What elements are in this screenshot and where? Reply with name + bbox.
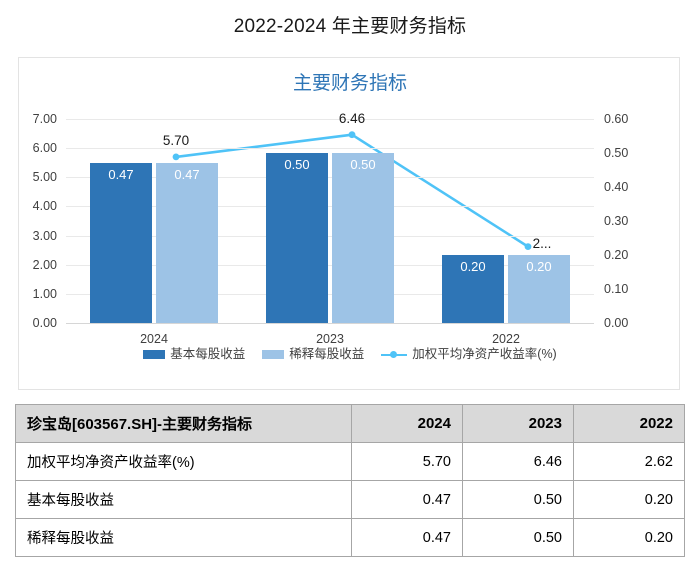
table-cell-value: 0.20 xyxy=(573,480,685,519)
bar-value-label: 0.20 xyxy=(526,259,552,274)
table-cell-metric: 稀释每股收益 xyxy=(15,518,352,557)
financial-metrics-table: 珍宝岛[603567.SH]-主要财务指标 2024 2023 2022 加权平均净资… xyxy=(15,404,685,557)
chart-panel: 主要财务指标 0.00 1.00 2.00 3.00 4.00 5.00 6.00 7.00 0… xyxy=(18,57,680,390)
bar-value-label: 0.47 xyxy=(174,167,200,183)
table-cell-value: 0.20 xyxy=(573,518,685,557)
table-cell-value: 5.70 xyxy=(351,442,463,481)
chart-plot-area: 0.00 1.00 2.00 3.00 4.00 5.00 6.00 7.00 0.00 0.10… xyxy=(33,111,629,346)
gridline xyxy=(66,206,594,208)
x-axis-tick: 2022 xyxy=(492,332,520,346)
table-row: 稀释每股收益 0.47 0.50 0.20 xyxy=(15,518,685,557)
y-axis-right-tick: 0.20 xyxy=(604,248,629,262)
y-axis-right-tick: 0.30 xyxy=(604,214,629,228)
table-cell-value: 0.47 xyxy=(351,480,463,519)
y-axis-left-tick: 7.00 xyxy=(32,112,57,126)
line-marker xyxy=(172,153,180,161)
table-cell-value: 0.50 xyxy=(462,518,574,557)
table-header-metric: 珍宝岛[603567.SH]-主要财务指标 xyxy=(15,404,352,443)
legend-swatch-line-icon xyxy=(381,350,408,359)
y-axis-left-tick: 4.00 xyxy=(32,199,57,214)
bar-diluted-eps: 0.50 xyxy=(332,153,394,323)
line-value-label: 6.46 xyxy=(338,110,366,126)
gridline xyxy=(66,293,594,295)
bar-value-label: 0.47 xyxy=(108,167,134,183)
legend-label: 加权平均净资产收益率(%) xyxy=(412,347,557,361)
y-axis-right-tick: 0.50 xyxy=(604,146,629,160)
table-cell-metric: 加权平均净资产收益率(%) xyxy=(15,442,352,481)
chart-title: 主要财务指标 xyxy=(292,73,407,94)
bar-basic-eps: 0.50 xyxy=(266,153,328,323)
table-cell-value: 0.50 xyxy=(462,480,574,519)
table-cell-value: 2.62 xyxy=(573,442,685,481)
bar-basic-eps: 0.47 xyxy=(90,163,152,323)
legend-item[interactable]: 加权平均净资产收益率(%) xyxy=(381,346,557,362)
table-cell-value: 0.47 xyxy=(351,518,463,557)
y-axis-left-tick: 3.00 xyxy=(32,228,57,243)
x-axis-tick: 2024 xyxy=(140,332,168,346)
bar-value-label: 0.20 xyxy=(460,259,486,274)
table-row: 基本每股收益 0.47 0.50 0.20 xyxy=(15,480,685,519)
y-axis-right-tick: 0.10 xyxy=(604,282,629,296)
gridline xyxy=(66,177,594,179)
bar-basic-eps: 0.20 xyxy=(442,255,504,323)
y-axis-left-tick: 0.00 xyxy=(32,316,57,330)
line-marker xyxy=(524,243,532,250)
table-header-year: 2024 xyxy=(351,404,463,443)
line-marker xyxy=(348,131,356,139)
table-cell-metric: 基本每股收益 xyxy=(15,480,352,519)
y-axis-left-tick: 1.00 xyxy=(32,286,57,301)
bar-diluted-eps: 0.20 xyxy=(508,255,570,323)
line-value-label: 2... xyxy=(532,235,552,251)
legend-label: 基本每股收益 xyxy=(170,347,246,361)
x-axis-tick: 2023 xyxy=(316,332,344,346)
gridline xyxy=(66,323,594,324)
table-header-year: 2023 xyxy=(462,404,574,443)
table-cell-value: 6.46 xyxy=(462,442,574,481)
table-header: 珍宝岛[603567.SH]-主要财务指标 2024 2023 2022 xyxy=(15,404,685,443)
table-header-row: 珍宝岛[603567.SH]-主要财务指标 2024 2023 2022 xyxy=(15,404,685,443)
legend-item[interactable]: 稀释每股收益 xyxy=(262,346,364,362)
legend-item[interactable]: 基本每股收益 xyxy=(143,346,245,362)
bar-value-label: 0.50 xyxy=(350,157,376,172)
y-axis-right-tick: 0.00 xyxy=(604,316,629,330)
gridline xyxy=(66,119,594,120)
legend-label: 稀释每股收益 xyxy=(289,347,365,361)
y-axis-right-tick: 0.60 xyxy=(604,112,629,126)
gridline xyxy=(66,148,594,150)
bar-value-label: 0.50 xyxy=(284,157,310,172)
legend-swatch-bar-icon xyxy=(262,349,285,359)
bar-diluted-eps: 0.47 xyxy=(156,163,218,323)
line-value-label: 5.70 xyxy=(162,132,190,148)
y-axis-left-tick: 5.00 xyxy=(32,170,57,185)
gridline xyxy=(66,235,594,237)
table-body: 加权平均净资产收益率(%) 5.70 6.46 2.62 基本每股收益 0.47 0.50 0… xyxy=(15,442,685,557)
y-axis-left-tick: 6.00 xyxy=(32,141,57,156)
chart-legend: 基本每股收益 稀释每股收益 加权平均净资产收益率(%) xyxy=(19,346,681,362)
gridline xyxy=(66,264,594,266)
page-title: 2022-2024 年主要财务指标 xyxy=(233,16,467,37)
legend-swatch-bar-icon xyxy=(143,349,166,359)
table-row: 加权平均净资产收益率(%) 5.70 6.46 2.62 xyxy=(15,442,685,481)
y-axis-left-tick: 2.00 xyxy=(32,257,57,272)
y-axis-right-tick: 0.40 xyxy=(604,180,629,194)
table-header-year: 2022 xyxy=(573,404,685,443)
